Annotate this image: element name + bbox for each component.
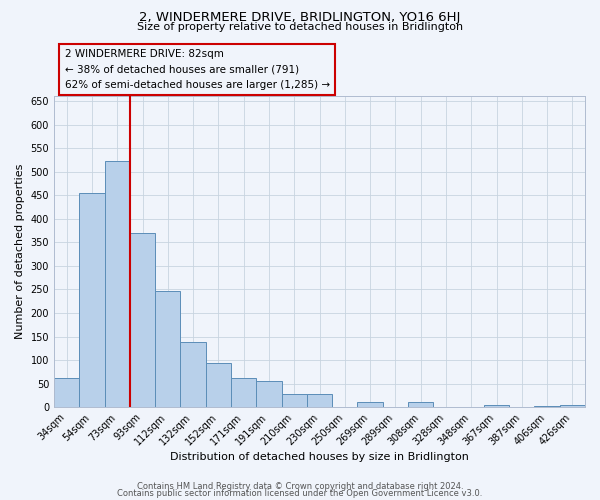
Text: 2 WINDERMERE DRIVE: 82sqm
← 38% of detached houses are smaller (791)
62% of semi: 2 WINDERMERE DRIVE: 82sqm ← 38% of detac… — [65, 49, 330, 90]
Bar — [104, 162, 130, 407]
Bar — [155, 291, 181, 407]
Bar — [79, 193, 104, 407]
X-axis label: Distribution of detached houses by size in Bridlington: Distribution of detached houses by size … — [170, 452, 469, 462]
Bar — [231, 378, 256, 407]
Bar — [181, 342, 206, 407]
Text: Size of property relative to detached houses in Bridlington: Size of property relative to detached ho… — [137, 22, 463, 32]
Text: 2, WINDERMERE DRIVE, BRIDLINGTON, YO16 6HJ: 2, WINDERMERE DRIVE, BRIDLINGTON, YO16 6… — [139, 11, 461, 24]
Bar — [560, 405, 585, 407]
Bar — [484, 405, 509, 407]
Bar — [408, 402, 433, 407]
Bar — [130, 233, 155, 407]
Bar — [256, 382, 281, 407]
Bar — [281, 394, 307, 407]
Bar — [54, 378, 79, 407]
Bar — [307, 394, 332, 407]
Bar — [535, 406, 560, 407]
Text: Contains HM Land Registry data © Crown copyright and database right 2024.: Contains HM Land Registry data © Crown c… — [137, 482, 463, 491]
Text: Contains public sector information licensed under the Open Government Licence v3: Contains public sector information licen… — [118, 488, 482, 498]
Bar — [206, 364, 231, 407]
Y-axis label: Number of detached properties: Number of detached properties — [15, 164, 25, 340]
Bar — [358, 402, 383, 407]
